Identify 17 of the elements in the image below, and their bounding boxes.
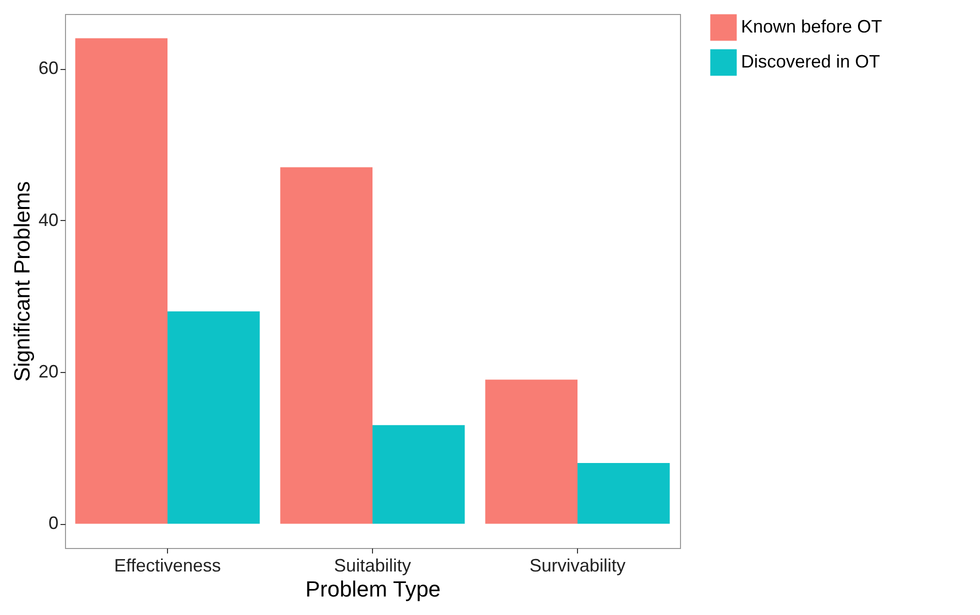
y-tick-label: 20 [38,362,58,382]
bar [578,463,670,524]
x-axis-title: Problem Type [305,576,441,602]
bar [485,380,578,524]
y-tick-label: 60 [38,58,58,78]
legend-label: Known before OT [741,16,882,36]
y-tick-label: 0 [48,513,58,534]
y-tick-label: 40 [38,210,58,230]
bar [280,167,372,524]
y-axis-title: Significant Problems [9,181,34,382]
bar [372,425,465,524]
x-tick-label: Survivability [529,556,626,576]
x-tick-label: Effectiveness [114,556,221,576]
bar [75,38,168,524]
legend-label: Discovered in OT [741,52,880,72]
x-tick-label: Suitability [334,556,412,576]
bar [168,311,260,524]
